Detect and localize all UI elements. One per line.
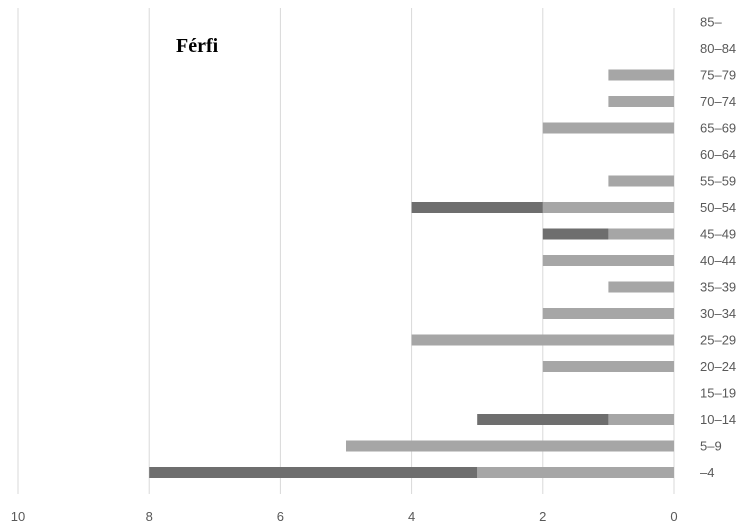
bar-light (477, 467, 674, 478)
x-tick-label: 8 (146, 509, 153, 524)
category-label: 55–59 (700, 174, 736, 189)
x-tick-label: 10 (11, 509, 25, 524)
category-label: 20–24 (700, 359, 736, 374)
category-label: 60–64 (700, 147, 736, 162)
category-label: –4 (700, 465, 714, 480)
category-label: 75–79 (700, 68, 736, 83)
category-label: 25–29 (700, 333, 736, 348)
bar-light (608, 414, 674, 425)
bar-dark (477, 414, 609, 425)
bar-light (608, 281, 674, 293)
gridlines (17, 8, 675, 494)
bar-light (608, 175, 674, 187)
category-labels: 85– 80–84 75–79 70–74 65–69 60–64 55–59 50–54 45… (700, 15, 736, 481)
category-label: 15–19 (700, 386, 736, 401)
bar-light (608, 69, 674, 81)
bar-light (608, 96, 674, 107)
category-label: 50–54 (700, 200, 736, 215)
category-label: 70–74 (700, 94, 736, 109)
bar-light (608, 228, 674, 240)
bar-light (542, 361, 674, 372)
bar-light (542, 122, 674, 134)
x-tick-label: 2 (539, 509, 546, 524)
bar-dark (149, 467, 478, 478)
bar-dark (542, 228, 609, 240)
bars (149, 69, 674, 478)
x-tick-label: 4 (408, 509, 415, 524)
bar-light (542, 255, 674, 266)
x-tick-labels: 10 8 6 4 2 0 (11, 509, 678, 524)
category-label: 85– (700, 15, 722, 30)
category-label: 40–44 (700, 253, 736, 268)
bar-light (346, 440, 674, 452)
category-label: 5–9 (700, 439, 722, 454)
bar-light (411, 334, 674, 346)
x-tick-label: 0 (670, 509, 677, 524)
x-tick-label: 6 (277, 509, 284, 524)
category-label: 10–14 (700, 412, 736, 427)
bar-light (542, 308, 674, 319)
chart-title: Férfi (176, 35, 219, 57)
category-label: 65–69 (700, 121, 736, 136)
category-label: 30–34 (700, 306, 736, 321)
category-label: 35–39 (700, 280, 736, 295)
bar-light (542, 202, 674, 213)
bar-dark (411, 202, 543, 213)
category-label: 80–84 (700, 41, 736, 56)
category-label: 45–49 (700, 227, 736, 242)
